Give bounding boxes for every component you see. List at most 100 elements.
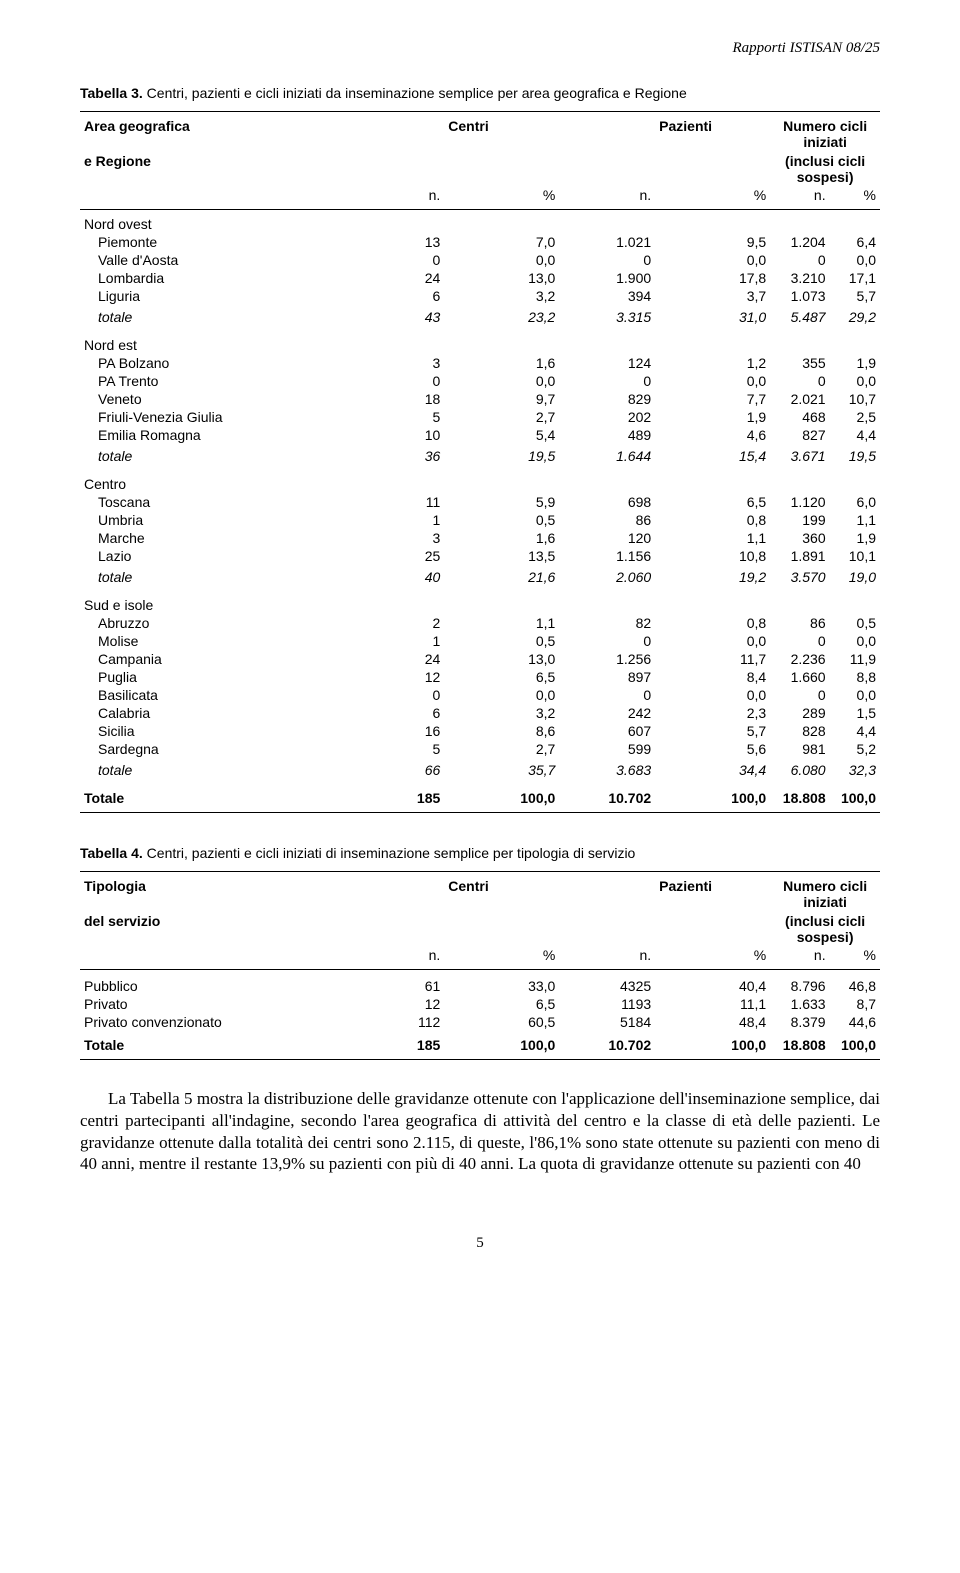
t3-grand-pn: 10.702 xyxy=(559,784,655,813)
cell: 468 xyxy=(770,408,829,426)
cell: 0 xyxy=(559,251,655,269)
cell: 4325 xyxy=(559,977,655,995)
t3-sub-n3: n. xyxy=(770,186,829,210)
cell: 0 xyxy=(348,372,444,390)
cell: 1,9 xyxy=(655,408,770,426)
subtotal-label: totale xyxy=(80,305,348,331)
row-label: Pubblico xyxy=(80,977,348,995)
cell: 3.570 xyxy=(770,565,829,591)
t4-h-cicli-b: (inclusi cicli sospesi) xyxy=(770,912,880,946)
cell: 2.021 xyxy=(770,390,829,408)
cell: 1.900 xyxy=(559,269,655,287)
table-row: Liguria63,23943,71.0735,7 xyxy=(80,287,880,305)
cell: 0 xyxy=(559,632,655,650)
cell: 40,4 xyxy=(655,977,770,995)
cell: 1.120 xyxy=(770,493,829,511)
cell: 1.644 xyxy=(559,444,655,470)
cell: 6 xyxy=(348,704,444,722)
cell: 17,1 xyxy=(830,269,880,287)
table3-caption-prefix: Tabella 3. xyxy=(80,85,143,101)
group-label: Centro xyxy=(80,470,348,493)
cell: 3.210 xyxy=(770,269,829,287)
cell: 2,7 xyxy=(444,740,559,758)
t3-sub-n2: n. xyxy=(559,186,655,210)
cell: 5184 xyxy=(559,1013,655,1031)
cell: 10,7 xyxy=(830,390,880,408)
cell: 8,8 xyxy=(830,668,880,686)
cell: 1,9 xyxy=(830,354,880,372)
row-label: Lombardia xyxy=(80,269,348,287)
t4-sub-p1: % xyxy=(444,946,559,970)
cell: 3.671 xyxy=(770,444,829,470)
cell: 6.080 xyxy=(770,758,829,784)
cell: 6,5 xyxy=(444,668,559,686)
table-row: Privato convenzionato11260,5518448,48.37… xyxy=(80,1013,880,1031)
table4-caption: Tabella 4. Centri, pazienti e cicli iniz… xyxy=(80,845,880,861)
table-row: Abruzzo21,1820,8860,5 xyxy=(80,614,880,632)
cell: 2,7 xyxy=(444,408,559,426)
subtotal-label: totale xyxy=(80,565,348,591)
cell: 2,5 xyxy=(830,408,880,426)
t4-sub-n1: n. xyxy=(348,946,444,970)
cell: 3,7 xyxy=(655,287,770,305)
cell: 489 xyxy=(559,426,655,444)
cell: 32,3 xyxy=(830,758,880,784)
cell: 1,1 xyxy=(655,529,770,547)
cell: 0 xyxy=(559,686,655,704)
cell: 394 xyxy=(559,287,655,305)
t3-h-centri: Centri xyxy=(444,112,559,153)
group-label: Sud e isole xyxy=(80,591,348,614)
row-label: Privato convenzionato xyxy=(80,1013,348,1031)
cell: 599 xyxy=(559,740,655,758)
cell: 1193 xyxy=(559,995,655,1013)
cell: 0 xyxy=(770,632,829,650)
cell: 10,8 xyxy=(655,547,770,565)
cell: 1.256 xyxy=(559,650,655,668)
cell: 35,7 xyxy=(444,758,559,784)
cell: 5,7 xyxy=(655,722,770,740)
table3-caption: Tabella 3. Centri, pazienti e cicli iniz… xyxy=(80,85,880,101)
cell: 12 xyxy=(348,995,444,1013)
t3-h-area-b: e Regione xyxy=(80,152,348,186)
cell: 2.236 xyxy=(770,650,829,668)
row-label: Basilicata xyxy=(80,686,348,704)
page-number: 5 xyxy=(80,1235,880,1252)
cell: 0 xyxy=(559,372,655,390)
cell: 0 xyxy=(348,686,444,704)
cell: 19,5 xyxy=(444,444,559,470)
row-label: Lazio xyxy=(80,547,348,565)
cell: 66 xyxy=(348,758,444,784)
t4-grand-cp: 100,0 xyxy=(444,1031,559,1060)
cell: 33,0 xyxy=(444,977,559,995)
cell: 8,7 xyxy=(830,995,880,1013)
t3-grand-ip: 100,0 xyxy=(830,784,880,813)
t3-sub-n1: n. xyxy=(348,186,444,210)
cell: 60,5 xyxy=(444,1013,559,1031)
cell: 10 xyxy=(348,426,444,444)
cell: 5,7 xyxy=(830,287,880,305)
cell: 1.021 xyxy=(559,233,655,251)
t3-grand-cn: 185 xyxy=(348,784,444,813)
cell: 0,5 xyxy=(830,614,880,632)
cell: 19,0 xyxy=(830,565,880,591)
cell: 82 xyxy=(559,614,655,632)
cell: 0,5 xyxy=(444,511,559,529)
cell: 1.633 xyxy=(770,995,829,1013)
cell: 4,6 xyxy=(655,426,770,444)
subtotal-row: totale3619,51.64415,43.67119,5 xyxy=(80,444,880,470)
cell: 0,5 xyxy=(444,632,559,650)
body-paragraph-text: La Tabella 5 mostra la distribuzione del… xyxy=(80,1089,880,1173)
cell: 13,0 xyxy=(444,650,559,668)
cell: 3.683 xyxy=(559,758,655,784)
cell: 355 xyxy=(770,354,829,372)
cell: 13,5 xyxy=(444,547,559,565)
cell: 698 xyxy=(559,493,655,511)
cell: 4,4 xyxy=(830,426,880,444)
t3-grand-label: Totale xyxy=(80,784,348,813)
cell: 5.487 xyxy=(770,305,829,331)
table-row: Lombardia2413,01.90017,83.21017,1 xyxy=(80,269,880,287)
cell: 43 xyxy=(348,305,444,331)
table3-caption-rest: Centri, pazienti e cicli iniziati da ins… xyxy=(143,85,687,101)
cell: 24 xyxy=(348,269,444,287)
cell: 13,0 xyxy=(444,269,559,287)
